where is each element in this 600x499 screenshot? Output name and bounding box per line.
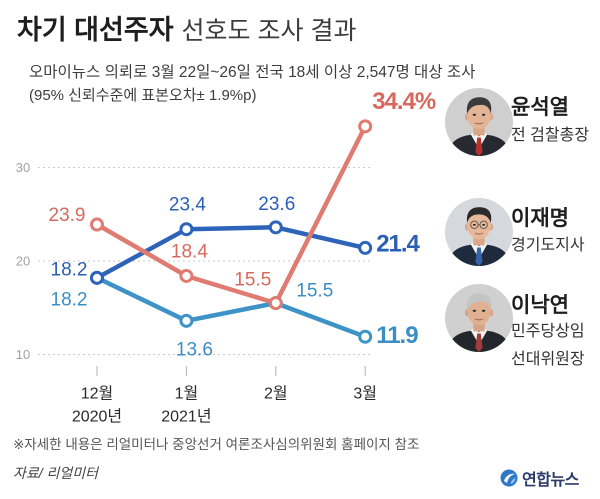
data-label: 15.5 [234, 270, 271, 291]
x-tick-label: 2월 [264, 385, 288, 403]
candidate-name-yoon: 윤석열 [511, 96, 569, 119]
chart-subtitle-line-1: 오마이뉴스 의뢰로 3월 22일~26일 전국 18세 이상 2,547명 대상… [29, 64, 476, 81]
chart-title-light: 선호도 조사 결과 [181, 17, 357, 45]
data-point [179, 268, 194, 283]
x-tick-label: 12월 [81, 385, 114, 403]
data-point [358, 240, 373, 255]
data-label: 15.5 [296, 281, 333, 302]
series-line-이낙연 [94, 275, 368, 339]
gridlines: 30 20 10 [16, 160, 372, 362]
data-label: 13.6 [176, 339, 213, 360]
candidate-role-yoon: 전 검찰총장 [511, 127, 590, 144]
candidate-name-lee-jae-myung: 이재명 [511, 207, 569, 230]
end-value-label: 34.4% [372, 88, 436, 115]
series-line-이재명 [94, 225, 368, 281]
data-point [268, 220, 283, 235]
y-tick-label: 30 [16, 160, 30, 175]
series-lines [94, 124, 368, 339]
series-line-윤석열 [94, 124, 368, 306]
chart-title: 차기 대선주자 선호도 조사 결과 [17, 13, 356, 48]
lee-nak-yon-portrait [445, 284, 513, 352]
series-points [90, 119, 373, 344]
end-value-label: 21.4 [376, 230, 420, 257]
y-tick-label: 10 [16, 347, 30, 362]
x-tick-label: 1월 [175, 385, 199, 403]
x-tick-year-label: 2020년 [72, 408, 122, 426]
data-label: 18.2 [51, 289, 88, 310]
data-point [358, 329, 373, 344]
yonhap-logo-text: 연합뉴스 [522, 472, 579, 489]
data-point [90, 217, 104, 232]
yonhap-logo: 연합뉴스 [500, 467, 579, 489]
yoon-portrait [445, 88, 513, 156]
data-label: 18.4 [171, 241, 208, 262]
lee-jae-myung-portrait [445, 198, 513, 266]
data-point [179, 313, 194, 328]
x-tick-label: 3월 [353, 385, 377, 403]
data-point [268, 296, 283, 311]
source-credit: 자료/ 리얼미터 [13, 465, 99, 481]
candidate-role-lee-nak-yon-line-2: 선대위원장 [511, 351, 585, 368]
footnote: ※자세한 내용은 리얼미터나 중앙선거 여론조사심의위원회 홈페이지 참조 [13, 437, 420, 452]
candidate-role-lee-jae-myung: 경기도지사 [511, 237, 585, 254]
data-point [90, 270, 104, 285]
data-label: 18.2 [51, 259, 88, 280]
data-labels: 23.9 18.4 15.5 34.4% 18.2 23.4 23.6 21.4 18.2 13.… [49, 88, 437, 360]
data-point [179, 222, 194, 237]
yonhap-globe-icon [500, 469, 518, 487]
candidate-role-lee-nak-yon-line-1: 민주당상임 [511, 323, 585, 340]
candidate-name-lee-nak-yon: 이낙연 [511, 294, 569, 317]
end-value-label: 11.9 [376, 322, 418, 349]
x-tick-year-label: 2021년 [161, 408, 211, 426]
chart-title-bold: 차기 대선주자 [17, 15, 174, 45]
data-label: 23.6 [258, 194, 295, 215]
y-tick-label: 20 [16, 254, 30, 269]
data-label: 23.4 [169, 195, 206, 216]
data-label: 23.9 [49, 205, 86, 226]
data-point [358, 119, 373, 134]
x-axis: 12월 2020년 1월 2021년 2월 3월 [72, 366, 377, 426]
chart-subtitle-line-2: (95% 신뢰수준에 표본오차± 1.9%p) [29, 87, 257, 104]
